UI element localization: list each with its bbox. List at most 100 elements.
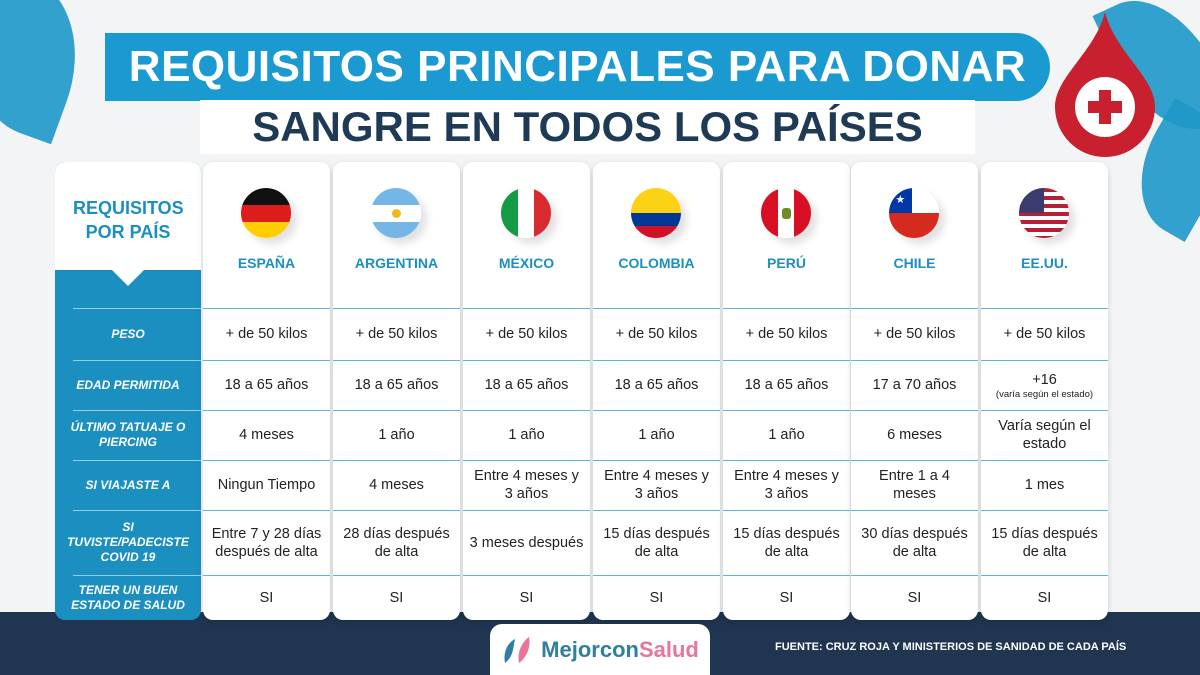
divider xyxy=(203,510,330,511)
divider xyxy=(463,460,590,461)
cell-value: 18 a 65 años xyxy=(744,377,829,393)
requirement-label: SI TUVISTE/PADECISTE COVID 19 xyxy=(67,520,189,564)
country-card: ARGENTINA + de 50 kilos 18 a 65 años 1 año 4… xyxy=(333,162,460,620)
country-name: EE.UU. xyxy=(1021,255,1068,271)
cell-value: 28 días después de alta xyxy=(343,525,450,560)
cell-value: SI xyxy=(779,589,794,606)
divider xyxy=(463,360,590,361)
cell-value: 1 mes xyxy=(1024,477,1065,493)
divider xyxy=(73,410,201,411)
divider xyxy=(333,308,460,309)
cell-value: 18 a 65 años xyxy=(614,377,699,393)
divider xyxy=(723,360,850,361)
divider xyxy=(333,510,460,511)
divider xyxy=(73,360,201,361)
divider xyxy=(203,410,330,411)
requirement-label: PESO xyxy=(111,326,145,341)
cell-value: 15 días después de alta xyxy=(991,525,1098,560)
cell-value: Entre 4 meses y 3 años xyxy=(734,468,839,502)
divider xyxy=(723,575,850,576)
divider xyxy=(203,360,330,361)
divider xyxy=(723,308,850,309)
divider xyxy=(73,575,201,576)
divider xyxy=(203,575,330,576)
country-name: COLOMBIA xyxy=(618,255,695,271)
title-line-1: REQUISITOS PRINCIPALES PARA DONAR xyxy=(105,33,1050,101)
title-line-2: SANGRE EN TODOS LOS PAÍSES xyxy=(200,100,975,154)
country-card: ★ CHILE + de 50 kilos 17 a 70 años 6 meses En… xyxy=(851,162,978,620)
usa-flag-icon xyxy=(1019,188,1069,238)
cell-value: SI xyxy=(389,589,404,606)
requirement-label: SI VIAJASTE A xyxy=(85,477,171,492)
divider xyxy=(333,360,460,361)
cell-value: + de 50 kilos xyxy=(355,326,438,342)
logo: Mejor con Salud xyxy=(490,624,710,675)
divider xyxy=(981,460,1108,461)
germany-flag-icon xyxy=(241,188,291,238)
country-name: MÉXICO xyxy=(498,255,555,271)
divider xyxy=(203,308,330,309)
divider xyxy=(851,510,978,511)
divider xyxy=(593,460,720,461)
cell-value: 18 a 65 años xyxy=(354,377,439,393)
source-note: FUENTE: CRUZ ROJA Y MINISTERIOS DE SANID… xyxy=(775,641,1127,653)
divider xyxy=(593,360,720,361)
country-card: EE.UU. + de 50 kilos +16 (varía según el es… xyxy=(981,162,1108,620)
cell-value: 1 año xyxy=(638,427,675,443)
divider xyxy=(73,460,201,461)
divider xyxy=(593,308,720,309)
divider xyxy=(723,460,850,461)
divider xyxy=(463,410,590,411)
country-name: ARGENTINA xyxy=(354,255,439,271)
cell-value: Varía según el estado xyxy=(998,418,1091,452)
divider xyxy=(723,410,850,411)
country-name: ESPAÑA xyxy=(237,255,296,271)
divider xyxy=(981,510,1108,511)
cell-value: Entre 4 meses y 3 años xyxy=(474,468,579,502)
cell-value: 18 a 65 años xyxy=(224,377,309,393)
country-card: ESPAÑA + de 50 kilos 18 a 65 años 4 meses Ni… xyxy=(203,162,330,620)
divider xyxy=(593,575,720,576)
cell-value: 30 días después de alta xyxy=(861,525,968,560)
divider xyxy=(203,460,330,461)
divider xyxy=(333,410,460,411)
divider xyxy=(851,308,978,309)
country-card: COLOMBIA + de 50 kilos 18 a 65 años 1 año En… xyxy=(593,162,720,620)
cell-value: + de 50 kilos xyxy=(615,326,698,342)
cell-value: 17 a 70 años xyxy=(872,377,957,393)
divider xyxy=(981,575,1108,576)
cell-value: 15 días después de alta xyxy=(603,525,710,560)
divider xyxy=(851,360,978,361)
cell-value: 4 meses xyxy=(369,477,424,493)
country-name: CHILE xyxy=(893,255,936,271)
cell-value: 3 meses después xyxy=(469,534,584,551)
divider xyxy=(463,308,590,309)
cell-value: SI xyxy=(259,589,274,606)
divider xyxy=(463,510,590,511)
divider xyxy=(333,460,460,461)
divider xyxy=(981,410,1108,411)
requirement-label: EDAD PERMITIDA xyxy=(76,377,180,392)
cell-value: Entre 7 y 28 días después de alta xyxy=(211,525,322,560)
cell-value: + de 50 kilos xyxy=(873,326,956,342)
divider xyxy=(593,510,720,511)
cell-value: 1 año xyxy=(508,427,545,443)
divider xyxy=(851,460,978,461)
cell-value: + de 50 kilos xyxy=(1003,326,1086,342)
cell-value: + de 50 kilos xyxy=(745,326,828,342)
cell-value: SI xyxy=(649,589,664,606)
divider xyxy=(851,410,978,411)
cell-value: + de 50 kilos xyxy=(485,326,568,342)
cell-value: SI xyxy=(907,589,922,606)
requirements-column: REQUISITOS POR PAÍS xyxy=(55,162,201,620)
divider xyxy=(463,575,590,576)
cell-value: SI xyxy=(519,589,534,606)
divider xyxy=(851,575,978,576)
country-name: PERÚ xyxy=(767,255,806,271)
colombia-flag-icon xyxy=(631,188,681,238)
leaf-decoration xyxy=(0,0,103,145)
argentina-flag-icon xyxy=(371,188,421,238)
cell-value: Entre 4 meses y 3 años xyxy=(604,468,709,502)
italy-flag-icon xyxy=(501,188,551,238)
requirement-label: ÚLTIMO TATUAJE O PIERCING xyxy=(70,420,186,449)
